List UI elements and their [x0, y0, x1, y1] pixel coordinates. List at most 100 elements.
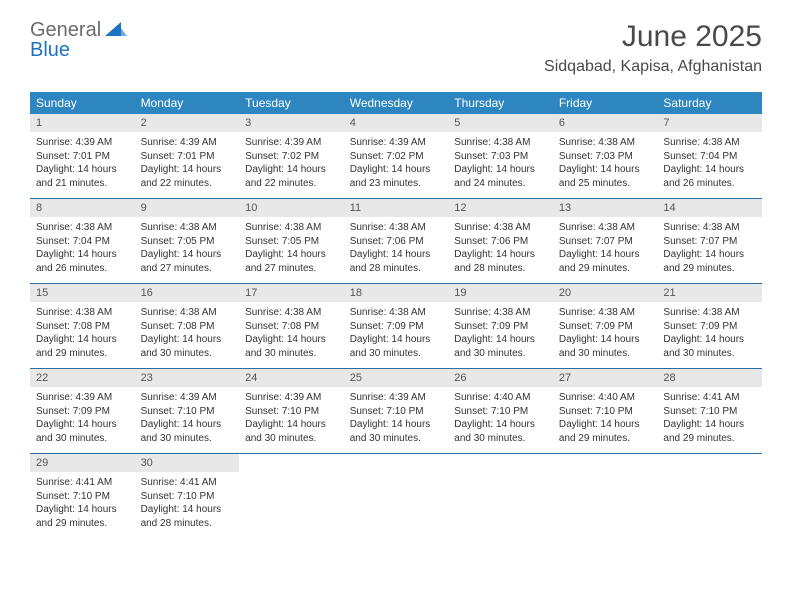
- day-cell: Sunrise: 4:38 AMSunset: 7:07 PMDaylight:…: [657, 217, 762, 283]
- sunrise-text: Sunrise: 4:38 AM: [36, 221, 129, 235]
- sunrise-text: Sunrise: 4:38 AM: [141, 306, 234, 320]
- daylight-text: Daylight: 14 hours and 27 minutes.: [245, 248, 338, 275]
- daylight-text: Daylight: 14 hours and 28 minutes.: [141, 503, 234, 530]
- day-number: 25: [344, 369, 449, 387]
- weeks-container: 1234567Sunrise: 4:39 AMSunset: 7:01 PMDa…: [30, 114, 762, 538]
- day-number: [448, 454, 553, 472]
- day-number: 22: [30, 369, 135, 387]
- sunset-text: Sunset: 7:07 PM: [663, 235, 756, 249]
- day-number: [657, 454, 762, 472]
- sunrise-text: Sunrise: 4:38 AM: [559, 221, 652, 235]
- daylight-text: Daylight: 14 hours and 30 minutes.: [245, 418, 338, 445]
- sunset-text: Sunset: 7:08 PM: [245, 320, 338, 334]
- sunset-text: Sunset: 7:10 PM: [454, 405, 547, 419]
- day-number: 7: [657, 114, 762, 132]
- day-number: 23: [135, 369, 240, 387]
- day-number: [344, 454, 449, 472]
- sunrise-text: Sunrise: 4:38 AM: [559, 136, 652, 150]
- daylight-text: Daylight: 14 hours and 22 minutes.: [141, 163, 234, 190]
- day-cell: Sunrise: 4:40 AMSunset: 7:10 PMDaylight:…: [448, 387, 553, 453]
- day-number: 30: [135, 454, 240, 472]
- day-number: [553, 454, 658, 472]
- day-cell: Sunrise: 4:38 AMSunset: 7:04 PMDaylight:…: [657, 132, 762, 198]
- location-text: Sidqabad, Kapisa, Afghanistan: [544, 58, 762, 76]
- day-number: 5: [448, 114, 553, 132]
- daylight-text: Daylight: 14 hours and 30 minutes.: [454, 333, 547, 360]
- brand-logo: General Blue: [30, 20, 127, 60]
- day-cell: Sunrise: 4:38 AMSunset: 7:04 PMDaylight:…: [30, 217, 135, 283]
- daylight-text: Daylight: 14 hours and 25 minutes.: [559, 163, 652, 190]
- weekday-saturday: Saturday: [657, 92, 762, 114]
- sunrise-text: Sunrise: 4:40 AM: [454, 391, 547, 405]
- day-number: 14: [657, 199, 762, 217]
- sunrise-text: Sunrise: 4:39 AM: [350, 136, 443, 150]
- day-cell: Sunrise: 4:38 AMSunset: 7:08 PMDaylight:…: [239, 302, 344, 368]
- logo-line2: Blue: [30, 40, 127, 60]
- daylight-text: Daylight: 14 hours and 23 minutes.: [350, 163, 443, 190]
- sunset-text: Sunset: 7:03 PM: [454, 150, 547, 164]
- weekday-tuesday: Tuesday: [239, 92, 344, 114]
- day-cell: Sunrise: 4:39 AMSunset: 7:02 PMDaylight:…: [239, 132, 344, 198]
- logo-line1: General: [30, 20, 127, 40]
- daylight-text: Daylight: 14 hours and 30 minutes.: [245, 333, 338, 360]
- day-cell: Sunrise: 4:38 AMSunset: 7:06 PMDaylight:…: [344, 217, 449, 283]
- daylight-text: Daylight: 14 hours and 30 minutes.: [663, 333, 756, 360]
- day-cell: Sunrise: 4:38 AMSunset: 7:07 PMDaylight:…: [553, 217, 658, 283]
- sunset-text: Sunset: 7:06 PM: [454, 235, 547, 249]
- day-number: 2: [135, 114, 240, 132]
- sunrise-text: Sunrise: 4:39 AM: [36, 391, 129, 405]
- sunrise-text: Sunrise: 4:39 AM: [141, 136, 234, 150]
- logo-part1: General: [30, 19, 101, 41]
- daylight-text: Daylight: 14 hours and 30 minutes.: [350, 333, 443, 360]
- day-number: 17: [239, 284, 344, 302]
- day-number: 27: [553, 369, 658, 387]
- sunrise-text: Sunrise: 4:39 AM: [350, 391, 443, 405]
- sunset-text: Sunset: 7:09 PM: [36, 405, 129, 419]
- daylight-text: Daylight: 14 hours and 22 minutes.: [245, 163, 338, 190]
- day-cell: Sunrise: 4:38 AMSunset: 7:05 PMDaylight:…: [135, 217, 240, 283]
- sunset-text: Sunset: 7:10 PM: [36, 490, 129, 504]
- sunrise-text: Sunrise: 4:41 AM: [141, 476, 234, 490]
- week-row: 891011121314Sunrise: 4:38 AMSunset: 7:04…: [30, 199, 762, 284]
- daylight-text: Daylight: 14 hours and 29 minutes.: [36, 333, 129, 360]
- sunset-text: Sunset: 7:04 PM: [663, 150, 756, 164]
- sunrise-text: Sunrise: 4:38 AM: [454, 221, 547, 235]
- sunrise-text: Sunrise: 4:38 AM: [36, 306, 129, 320]
- day-number: 26: [448, 369, 553, 387]
- day-cell: [448, 472, 553, 538]
- day-cell: Sunrise: 4:39 AMSunset: 7:01 PMDaylight:…: [30, 132, 135, 198]
- day-number: 3: [239, 114, 344, 132]
- sunrise-text: Sunrise: 4:39 AM: [245, 391, 338, 405]
- day-number: 13: [553, 199, 658, 217]
- sunset-text: Sunset: 7:10 PM: [141, 490, 234, 504]
- day-number: 9: [135, 199, 240, 217]
- day-number: 20: [553, 284, 658, 302]
- day-cell: Sunrise: 4:38 AMSunset: 7:08 PMDaylight:…: [30, 302, 135, 368]
- daylight-text: Daylight: 14 hours and 29 minutes.: [559, 418, 652, 445]
- week-row: 15161718192021Sunrise: 4:38 AMSunset: 7:…: [30, 284, 762, 369]
- sunset-text: Sunset: 7:10 PM: [141, 405, 234, 419]
- sunrise-text: Sunrise: 4:38 AM: [663, 136, 756, 150]
- day-cell: [239, 472, 344, 538]
- sunset-text: Sunset: 7:09 PM: [454, 320, 547, 334]
- day-number: [239, 454, 344, 472]
- logo-text-block: General Blue: [30, 20, 127, 60]
- sunrise-text: Sunrise: 4:38 AM: [350, 306, 443, 320]
- sunset-text: Sunset: 7:10 PM: [559, 405, 652, 419]
- daylight-text: Daylight: 14 hours and 29 minutes.: [36, 503, 129, 530]
- sunset-text: Sunset: 7:03 PM: [559, 150, 652, 164]
- weekday-sunday: Sunday: [30, 92, 135, 114]
- sunrise-text: Sunrise: 4:38 AM: [454, 306, 547, 320]
- weekday-thursday: Thursday: [448, 92, 553, 114]
- weekday-wednesday: Wednesday: [344, 92, 449, 114]
- sunset-text: Sunset: 7:09 PM: [350, 320, 443, 334]
- day-number: 24: [239, 369, 344, 387]
- day-cell: Sunrise: 4:41 AMSunset: 7:10 PMDaylight:…: [657, 387, 762, 453]
- sunrise-text: Sunrise: 4:39 AM: [245, 136, 338, 150]
- sunset-text: Sunset: 7:09 PM: [559, 320, 652, 334]
- day-cell: [657, 472, 762, 538]
- weekday-friday: Friday: [553, 92, 658, 114]
- day-cell: Sunrise: 4:38 AMSunset: 7:06 PMDaylight:…: [448, 217, 553, 283]
- day-cell: Sunrise: 4:38 AMSunset: 7:03 PMDaylight:…: [448, 132, 553, 198]
- day-cell: Sunrise: 4:39 AMSunset: 7:01 PMDaylight:…: [135, 132, 240, 198]
